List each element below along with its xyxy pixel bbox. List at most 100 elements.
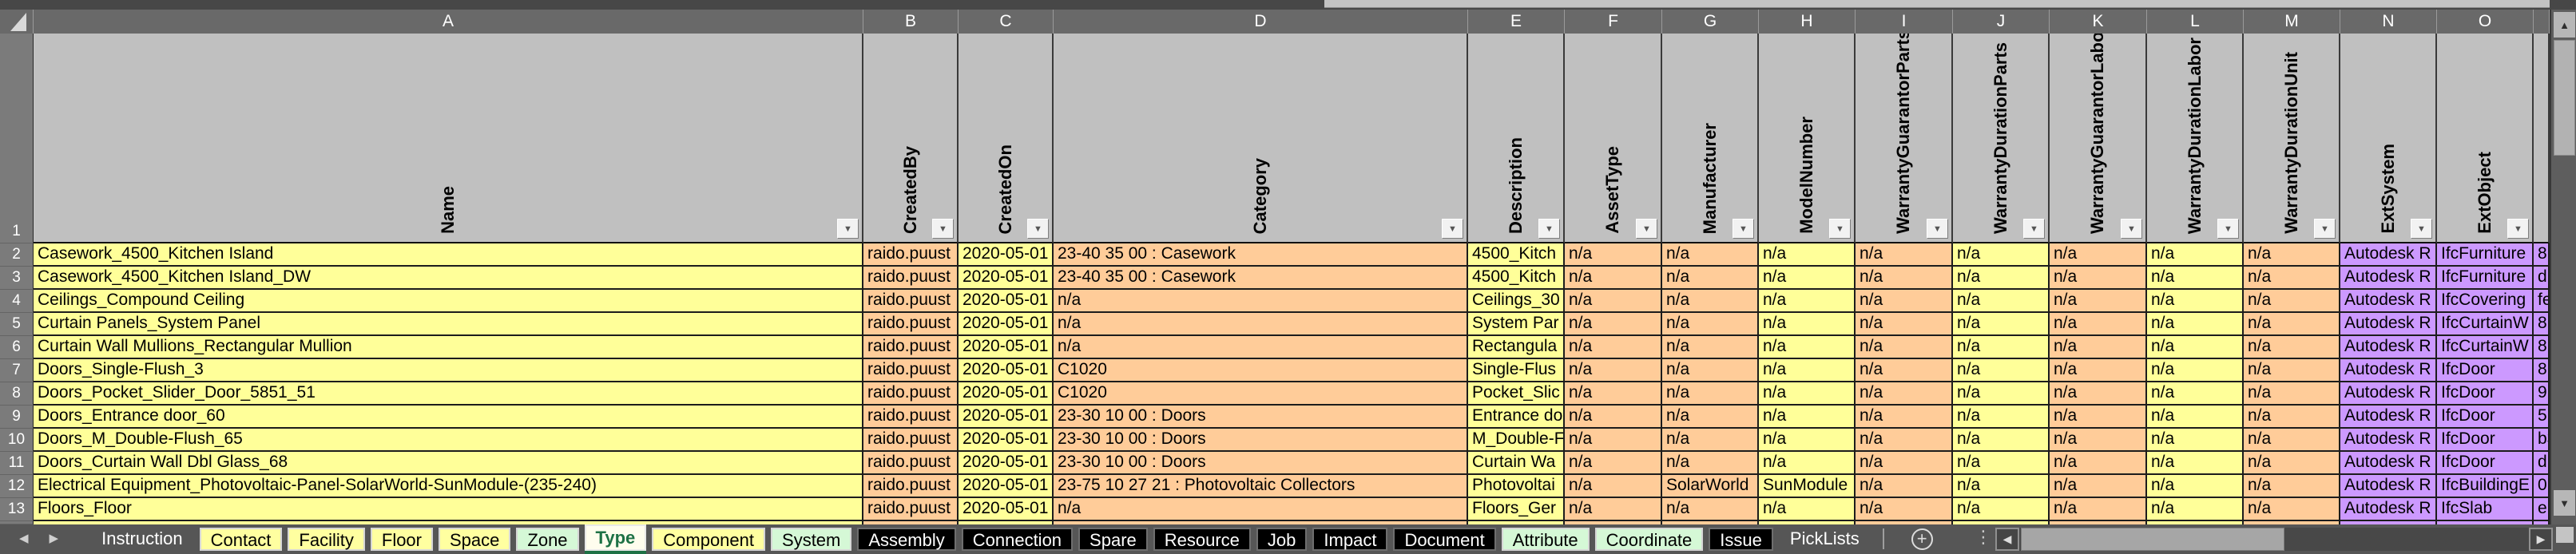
cell-D12[interactable]: 23-75 10 27 21 : Photovoltaic Collectors bbox=[1054, 475, 1468, 498]
row-header-3[interactable]: 3 bbox=[0, 267, 34, 290]
cell-I11[interactable]: n/a bbox=[1856, 452, 1953, 475]
cell-P8[interactable]: 9 bbox=[2534, 382, 2550, 406]
row-header-6[interactable]: 6 bbox=[0, 336, 34, 359]
cell-D10[interactable]: 23-30 10 00 : Doors bbox=[1054, 429, 1468, 452]
cell-P13[interactable]: e bbox=[2534, 498, 2550, 521]
tab-issue[interactable]: Issue bbox=[1709, 528, 1773, 551]
select-all-corner[interactable] bbox=[0, 10, 34, 34]
cell-M12[interactable]: n/a bbox=[2244, 475, 2340, 498]
tab-facility[interactable]: Facility bbox=[288, 528, 365, 551]
cell-F9[interactable]: n/a bbox=[1565, 406, 1662, 429]
filter-button-L[interactable]: ▼ bbox=[2217, 219, 2239, 239]
column-letter-partial[interactable] bbox=[2534, 10, 2550, 34]
add-sheet-button[interactable]: + bbox=[1911, 528, 1933, 550]
filter-button-H[interactable]: ▼ bbox=[1829, 219, 1851, 239]
cell-P6[interactable]: 8 bbox=[2534, 336, 2550, 359]
cell-O2[interactable]: IfcFurniture bbox=[2437, 243, 2534, 267]
cell-I12[interactable]: n/a bbox=[1856, 475, 1953, 498]
cell-M11[interactable]: n/a bbox=[2244, 452, 2340, 475]
cell-D2[interactable]: 23-40 35 00 : Casework bbox=[1054, 243, 1468, 267]
cell-H3[interactable]: n/a bbox=[1759, 267, 1856, 290]
tab-contact[interactable]: Contact bbox=[199, 528, 283, 551]
column-letter-G[interactable]: G bbox=[1662, 10, 1759, 34]
cell-N2[interactable]: Autodesk R bbox=[2340, 243, 2437, 267]
vertical-scrollbar[interactable]: ▲ ▼ bbox=[2550, 10, 2576, 524]
cell-P5[interactable]: 8 bbox=[2534, 313, 2550, 336]
cell-N9[interactable]: Autodesk R bbox=[2340, 406, 2437, 429]
cell-D13[interactable]: n/a bbox=[1054, 498, 1468, 521]
scroll-up-button[interactable]: ▲ bbox=[2554, 12, 2575, 38]
column-letter-D[interactable]: D bbox=[1054, 10, 1468, 34]
cell-A4[interactable]: Ceilings_Compound Ceiling bbox=[34, 290, 863, 313]
cell-G10[interactable]: n/a bbox=[1662, 429, 1759, 452]
cell-L4[interactable]: n/a bbox=[2147, 290, 2244, 313]
cell-P10[interactable]: b3 bbox=[2534, 429, 2550, 452]
cell-J13[interactable]: n/a bbox=[1953, 498, 2050, 521]
cell-D9[interactable]: 23-30 10 00 : Doors bbox=[1054, 406, 1468, 429]
cell-O10[interactable]: IfcDoor bbox=[2437, 429, 2534, 452]
scrollbar-drag-handle[interactable]: ⋮ bbox=[1975, 527, 1992, 547]
column-letter-L[interactable]: L bbox=[2147, 10, 2244, 34]
filter-button-A[interactable]: ▼ bbox=[837, 219, 859, 239]
cell-M6[interactable]: n/a bbox=[2244, 336, 2340, 359]
cell-C3[interactable]: 2020-05-01 bbox=[959, 267, 1054, 290]
tab-attribute[interactable]: Attribute bbox=[1501, 528, 1590, 551]
cell-C13[interactable]: 2020-05-01 bbox=[959, 498, 1054, 521]
cell-C7[interactable]: 2020-05-01 bbox=[959, 359, 1054, 382]
cell-J4[interactable]: n/a bbox=[1953, 290, 2050, 313]
header-cell-F[interactable]: AssetType ▼ bbox=[1565, 34, 1662, 243]
column-letter-C[interactable]: C bbox=[959, 10, 1054, 34]
cell-O12[interactable]: IfcBuildingE bbox=[2437, 475, 2534, 498]
column-letter-K[interactable]: K bbox=[2050, 10, 2147, 34]
cell-B7[interactable]: raido.puust bbox=[863, 359, 959, 382]
cell-A9[interactable]: Doors_Entrance door_60 bbox=[34, 406, 863, 429]
cell-M13[interactable]: n/a bbox=[2244, 498, 2340, 521]
row-header-11[interactable]: 11 bbox=[0, 452, 34, 475]
cell-M3[interactable]: n/a bbox=[2244, 267, 2340, 290]
cell-F10[interactable]: n/a bbox=[1565, 429, 1662, 452]
cell-F7[interactable]: n/a bbox=[1565, 359, 1662, 382]
cell-C6[interactable]: 2020-05-01 bbox=[959, 336, 1054, 359]
cell-A13[interactable]: Floors_Floor bbox=[34, 498, 863, 521]
cell-P11[interactable]: d bbox=[2534, 452, 2550, 475]
cell-E2[interactable]: 4500_Kitch bbox=[1468, 243, 1565, 267]
cell-B11[interactable]: raido.puust bbox=[863, 452, 959, 475]
cell-G8[interactable]: n/a bbox=[1662, 382, 1759, 406]
cell-L5[interactable]: n/a bbox=[2147, 313, 2244, 336]
tab-type[interactable]: Type bbox=[584, 524, 647, 554]
cell-B8[interactable]: raido.puust bbox=[863, 382, 959, 406]
cell-K4[interactable]: n/a bbox=[2050, 290, 2147, 313]
tab-nav-left-icon[interactable]: ◀ bbox=[19, 532, 29, 545]
cell-H4[interactable]: n/a bbox=[1759, 290, 1856, 313]
cell-O5[interactable]: IfcCurtainW bbox=[2437, 313, 2534, 336]
cell-E3[interactable]: 4500_Kitch bbox=[1468, 267, 1565, 290]
cell-K13[interactable]: n/a bbox=[2050, 498, 2147, 521]
vertical-scroll-thumb[interactable] bbox=[2554, 40, 2575, 156]
cell-H10[interactable]: n/a bbox=[1759, 429, 1856, 452]
cell-N8[interactable]: Autodesk R bbox=[2340, 382, 2437, 406]
cell-F5[interactable]: n/a bbox=[1565, 313, 1662, 336]
cell-I2[interactable]: n/a bbox=[1856, 243, 1953, 267]
cell-C12[interactable]: 2020-05-01 bbox=[959, 475, 1054, 498]
cell-J8[interactable]: n/a bbox=[1953, 382, 2050, 406]
cell-N7[interactable]: Autodesk R bbox=[2340, 359, 2437, 382]
cell-H13[interactable]: n/a bbox=[1759, 498, 1856, 521]
cell-O8[interactable]: IfcDoor bbox=[2437, 382, 2534, 406]
column-letter-H[interactable]: H bbox=[1759, 10, 1856, 34]
cell-D5[interactable]: n/a bbox=[1054, 313, 1468, 336]
header-cell-partial[interactable] bbox=[2534, 34, 2550, 243]
column-letter-I[interactable]: I bbox=[1856, 10, 1953, 34]
cell-A2[interactable]: Casework_4500_Kitchen Island bbox=[34, 243, 863, 267]
cell-I5[interactable]: n/a bbox=[1856, 313, 1953, 336]
header-cell-A[interactable]: Name ▼ bbox=[34, 34, 863, 243]
cell-H2[interactable]: n/a bbox=[1759, 243, 1856, 267]
cell-B9[interactable]: raido.puust bbox=[863, 406, 959, 429]
cell-G3[interactable]: n/a bbox=[1662, 267, 1759, 290]
tab-picklists[interactable]: PickLists bbox=[1789, 528, 1860, 548]
cell-K7[interactable]: n/a bbox=[2050, 359, 2147, 382]
cell-H6[interactable]: n/a bbox=[1759, 336, 1856, 359]
filter-button-F[interactable]: ▼ bbox=[1636, 219, 1657, 239]
cell-B4[interactable]: raido.puust bbox=[863, 290, 959, 313]
cell-I7[interactable]: n/a bbox=[1856, 359, 1953, 382]
cell-J2[interactable]: n/a bbox=[1953, 243, 2050, 267]
